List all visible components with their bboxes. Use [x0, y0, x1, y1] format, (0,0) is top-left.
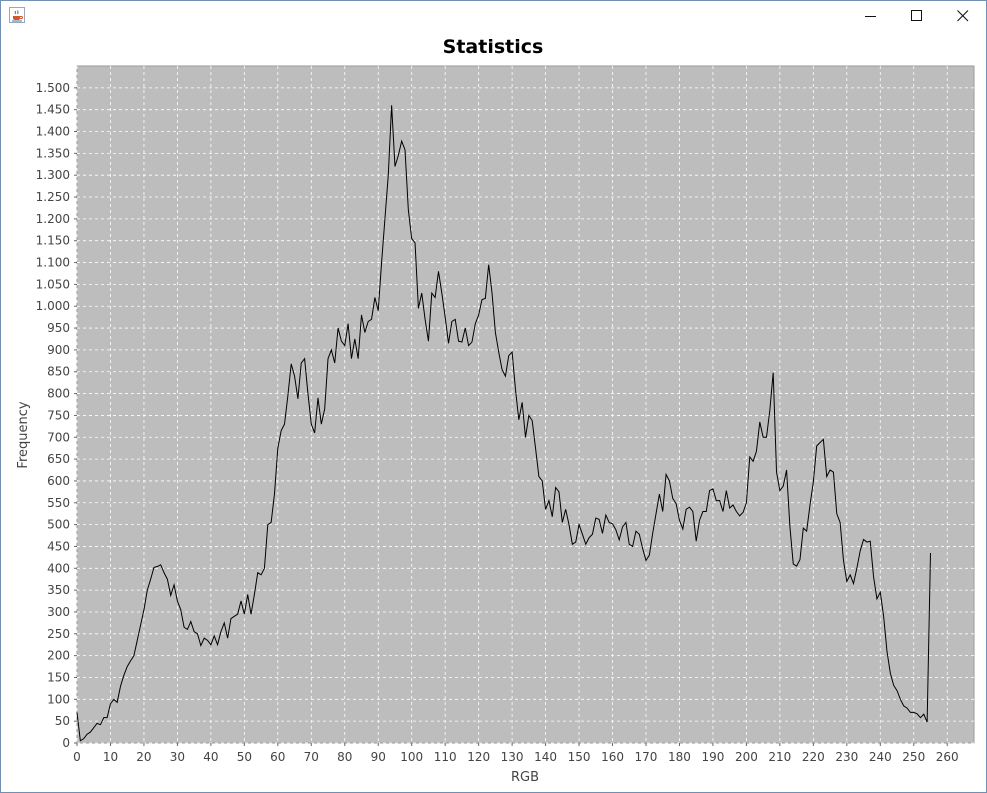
plot-area: [76, 65, 975, 744]
x-tick-label: 90: [371, 750, 386, 764]
x-tick-label: 110: [434, 750, 457, 764]
x-tick-label: 20: [136, 750, 151, 764]
x-tick-label: 120: [467, 750, 490, 764]
y-tick-label: 1.150: [36, 234, 70, 248]
x-tick-label: 180: [668, 750, 691, 764]
x-tick-label: 30: [170, 750, 185, 764]
x-tick-label: 190: [701, 750, 724, 764]
close-icon: [957, 10, 969, 22]
y-tick-label: 800: [47, 387, 70, 401]
y-tick-label: 700: [47, 430, 70, 444]
y-tick-label: 1.000: [36, 299, 70, 313]
y-tick-label: 1.400: [36, 125, 70, 139]
x-axis-label: RGB: [511, 770, 539, 785]
y-tick-label: 100: [47, 692, 70, 706]
y-tick-label: 50: [55, 714, 70, 728]
x-tick-label: 210: [768, 750, 791, 764]
y-tick-label: 350: [47, 583, 70, 597]
y-tick-label: 400: [47, 561, 70, 575]
y-tick-label: 1.050: [36, 277, 70, 291]
x-tick-label: 10: [103, 750, 118, 764]
y-tick-label: 1.100: [36, 256, 70, 270]
y-tick-label: 900: [47, 343, 70, 357]
maximize-button[interactable]: [894, 1, 940, 31]
x-tick-label: 40: [203, 750, 218, 764]
y-tick-label: 200: [47, 649, 70, 663]
series-layer: [76, 105, 931, 742]
minimize-button[interactable]: [848, 1, 894, 31]
y-tick-label: 1.300: [36, 168, 70, 182]
x-tick-label: 130: [501, 750, 524, 764]
series-line: [76, 105, 931, 742]
y-tick-label: 0: [62, 736, 70, 750]
grid-lines: [76, 66, 974, 744]
x-tick-label: 200: [735, 750, 758, 764]
close-button[interactable]: [940, 1, 986, 31]
histogram-chart: Statistics 05010015020025030035040045050…: [16, 36, 975, 785]
x-tick-label: 170: [635, 750, 658, 764]
y-tick-label: 1.500: [36, 81, 70, 95]
y-tick-label: 950: [47, 321, 70, 335]
y-tick-label: 250: [47, 627, 70, 641]
x-tick-label: 80: [337, 750, 352, 764]
y-tick-label: 450: [47, 539, 70, 553]
x-tick-label: 50: [237, 750, 252, 764]
x-tick-label: 240: [869, 750, 892, 764]
x-tick-label: 60: [270, 750, 285, 764]
maximize-icon: [911, 10, 922, 21]
y-tick-label: 850: [47, 365, 70, 379]
y-tick-label: 650: [47, 452, 70, 466]
y-tick-label: 1.200: [36, 212, 70, 226]
x-tick-label: 70: [304, 750, 319, 764]
x-tick-label: 160: [601, 750, 624, 764]
x-tick-label: 220: [802, 750, 825, 764]
chart-title: Statistics: [443, 36, 544, 58]
y-tick-label: 1.350: [36, 146, 70, 160]
y-tick-label: 300: [47, 605, 70, 619]
y-tick-label: 750: [47, 408, 70, 422]
x-tick-label: 260: [936, 750, 959, 764]
y-tick-label: 500: [47, 518, 70, 532]
x-tick-label: 140: [534, 750, 557, 764]
y-tick-label: 550: [47, 496, 70, 510]
x-tick-label: 230: [835, 750, 858, 764]
y-tick-label: 1.250: [36, 190, 70, 204]
y-tick-label: 150: [47, 670, 70, 684]
y-tick-label: 600: [47, 474, 70, 488]
y-axis-label: Frequency: [16, 401, 31, 468]
x-tick-label: 250: [902, 750, 925, 764]
x-tick-label: 150: [568, 750, 591, 764]
axes: 0501001502002503003504004505005506006507…: [36, 81, 959, 764]
x-tick-label: 0: [73, 750, 81, 764]
y-tick-label: 1.450: [36, 103, 70, 117]
x-tick-label: 100: [400, 750, 423, 764]
minimize-icon: [865, 16, 876, 17]
java-cup-icon: [9, 7, 25, 23]
title-bar[interactable]: [1, 1, 986, 31]
